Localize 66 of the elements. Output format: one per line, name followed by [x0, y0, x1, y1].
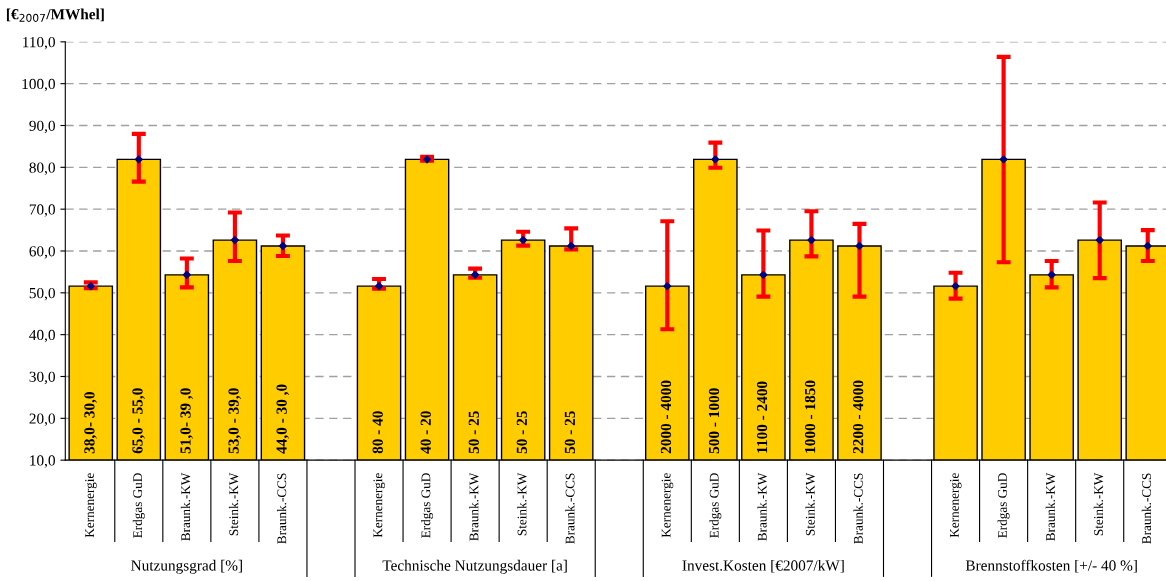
text: Nutzungsgrad [%] [131, 559, 242, 574]
y-tick-label: 50,0 [29, 287, 55, 301]
point [1143, 241, 1152, 251]
x-tick-label: Kernenergie [949, 473, 962, 538]
y-tick-label: 110,0 [23, 36, 55, 50]
point [759, 270, 768, 279]
annotation: 1100 - 2400 [756, 381, 768, 453]
x-tick-label: Steink.-KW [517, 472, 527, 536]
x-tick-label: Kernenergie [373, 473, 386, 538]
annotation: 38,0- 30,0 [84, 392, 97, 454]
text: Invest.Kosten [€2007/kW] [682, 559, 844, 573]
annotation: 50 - 25 [468, 411, 479, 454]
annotation: 44,0 - 30 ,0 [276, 384, 289, 454]
x-tick-label: Steink.-KW [228, 472, 239, 536]
y-tick-label: 30,0 [29, 371, 55, 385]
annotation: 53,0 - 39,0 [228, 388, 241, 454]
annotation: 50 - 25 [564, 411, 576, 454]
x-tick-label: Erdgas GuD [997, 473, 1010, 538]
point [951, 282, 960, 291]
x-tick-label: Steink.-KW [805, 472, 815, 536]
point [663, 282, 672, 291]
annotation: 40 - 20 [420, 411, 431, 454]
point [1095, 236, 1104, 245]
point [1047, 270, 1056, 279]
y-tick-label: 90,0 [29, 120, 55, 134]
point [278, 241, 288, 251]
annotation: 2000 - 4000 [660, 380, 672, 454]
x-tick-label: Kernenergie [661, 473, 674, 538]
point [567, 241, 576, 251]
x-tick-label: Erdgas GuD [421, 473, 434, 538]
point [182, 270, 191, 279]
annotation: 51,0- 39 ,0 [180, 388, 193, 454]
x-tick-label: Braunk.-CCS [1141, 473, 1152, 544]
x-tick-label: Kernenergie [85, 473, 97, 538]
x-tick-label: Braunk.-CCS [853, 473, 863, 544]
annotation: 65,0 - 55,0 [132, 388, 145, 454]
point [999, 155, 1008, 164]
x-tick-label: Braunk.-CCS [565, 473, 575, 544]
y-tick-label: 20,0 [29, 413, 55, 426]
x-tick-label: Braunk.-KW [1045, 472, 1056, 541]
y-tick-label: 60,0 [29, 246, 55, 259]
annotation: 80 - 40 [372, 411, 383, 454]
point [134, 155, 143, 164]
x-tick-label: Braunk.-CCS [276, 473, 287, 544]
annotation: 500 - 1000 [708, 388, 720, 454]
point [807, 236, 816, 245]
point [230, 236, 239, 245]
y-axis-title: [€$_{2007}$/MWhel] [6, 8, 104, 22]
y-tick-label: 100,0 [22, 78, 55, 92]
x-tick-label: Braunk.-KW [757, 472, 767, 541]
x-tick-label: Braunk.-KW [469, 472, 479, 541]
point [711, 155, 720, 164]
point [519, 236, 528, 245]
y-tick-label: 40,0 [29, 329, 55, 343]
text: Brennstoffkosten [+/- 40 %] [965, 559, 1137, 573]
y-tick-label: 80,0 [29, 162, 55, 175]
text: Technische Nutzungsdauer [a] [382, 559, 567, 574]
annotation: 50 - 25 [516, 411, 527, 454]
x-tick-label: Braunk.-KW [180, 472, 191, 541]
x-tick-label: Erdgas GuD [132, 473, 145, 538]
x-tick-label: Erdgas GuD [709, 473, 722, 538]
annotation: 2200 - 4000 [852, 380, 864, 454]
annotation: 1000 - 1850 [804, 380, 816, 453]
y-tick-label: 10,0 [30, 455, 55, 468]
x-tick-label: Steink.-KW [1093, 472, 1104, 536]
y-tick-label: 70,0 [29, 204, 55, 217]
